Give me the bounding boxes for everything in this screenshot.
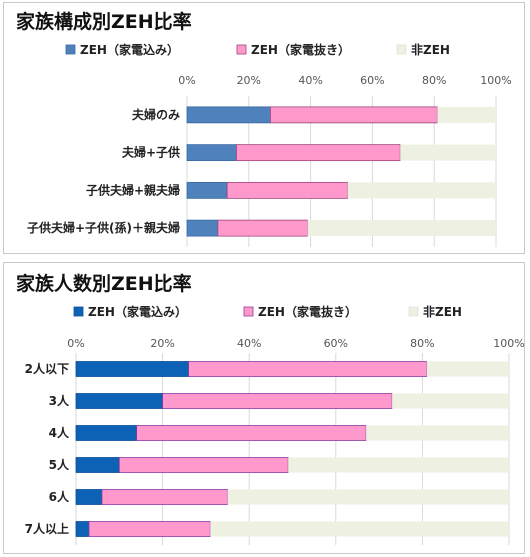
x-tick-label: 100% [493,337,524,350]
bar-segment [186,181,228,199]
category-label: 5人 [49,457,70,472]
bar-segment [270,106,438,124]
bar-segment [186,219,219,237]
category-label: 子供夫婦+子供(孫)＋親夫婦 [27,220,180,235]
legend-swatch [408,306,419,317]
bar-segment [366,425,509,441]
bar-segment [392,393,509,409]
x-tick-label: 60% [360,74,384,87]
bar-segment [437,106,496,123]
legend-label: ZEH（家電抜き） [258,304,357,319]
chart-panel-family-composition: 家族構成別ZEH比率 ZEH（家電込み） ZEH（家電抜き） 非ZEH 0% 20% 40… [3,2,525,254]
category-label: 3人 [49,393,70,408]
legend-swatch [243,306,254,317]
bar-segment [75,425,138,441]
legend-label: ZEH（家電抜き） [251,42,350,57]
bar-segment [217,219,308,237]
bar-segment [426,361,509,377]
bar-segment [75,393,163,409]
legend-swatch [396,44,407,55]
bar-segment [186,106,271,124]
bar-segment [75,521,90,537]
bar-segment [400,144,496,161]
bar-segment [288,457,509,473]
legend-label: 非ZEH [411,42,450,57]
x-tick-label: 80% [410,337,434,350]
category-label: 夫婦+子供 [121,145,180,160]
legend-swatch [236,44,247,55]
bar-segment [118,457,289,473]
bar-segment [162,393,393,409]
legend-label: ZEH（家電込み） [88,304,187,319]
stacked-bar-chart-family-size: ZEH（家電込み） ZEH（家電抜き） 非ZEH 0% 20% 40% 60% 80% 100%… [25,304,524,545]
bar-segment [210,521,510,537]
category-label: 夫婦のみ [131,107,180,122]
bar-segment [75,361,189,377]
x-tick-label: 60% [324,337,348,350]
x-tick-label: 20% [150,337,174,350]
legend-label: ZEH（家電込み） [80,42,179,57]
legend-swatch [65,44,76,55]
bar-segment [236,144,401,162]
chart-title: 家族構成別ZEH比率 [16,11,192,33]
legend-label: 非ZEH [423,304,462,319]
chart-title: 家族人数別ZEH比率 [16,273,192,295]
x-tick-label: 20% [237,74,261,87]
bar-segment [188,361,428,377]
bar-segment [88,521,211,537]
x-tick-label: 80% [422,74,446,87]
category-label: 2人以下 [25,361,69,376]
bar-segment [347,182,496,199]
category-label: 4人 [49,425,70,440]
category-label: 子供夫婦+親夫婦 [86,182,180,197]
x-tick-label: 40% [298,74,322,87]
bar-segment [75,457,120,473]
bar-segment [101,489,228,505]
x-tick-label: 0% [178,74,195,87]
x-tick-label: 100% [480,74,511,87]
bar-segment [136,425,367,441]
bar-segment [186,144,237,162]
bar-segment [75,489,103,505]
category-label: 6人 [49,489,70,504]
chart-panel-family-size: 家族人数別ZEH比率 ZEH（家電込み） ZEH（家電抜き） 非ZEH 0% 20% 40… [3,262,525,554]
bar-segment [226,181,349,199]
stacked-bar-chart-family-composition: ZEH（家電込み） ZEH（家電抜き） 非ZEH 0% 20% 40% 60% 80% 100%… [27,42,512,247]
legend-swatch [73,306,84,317]
bar-segment [227,489,510,505]
category-label: 7人以上 [25,521,69,536]
x-tick-label: 0% [67,337,84,350]
x-tick-label: 40% [237,337,261,350]
bar-segment [307,220,496,237]
